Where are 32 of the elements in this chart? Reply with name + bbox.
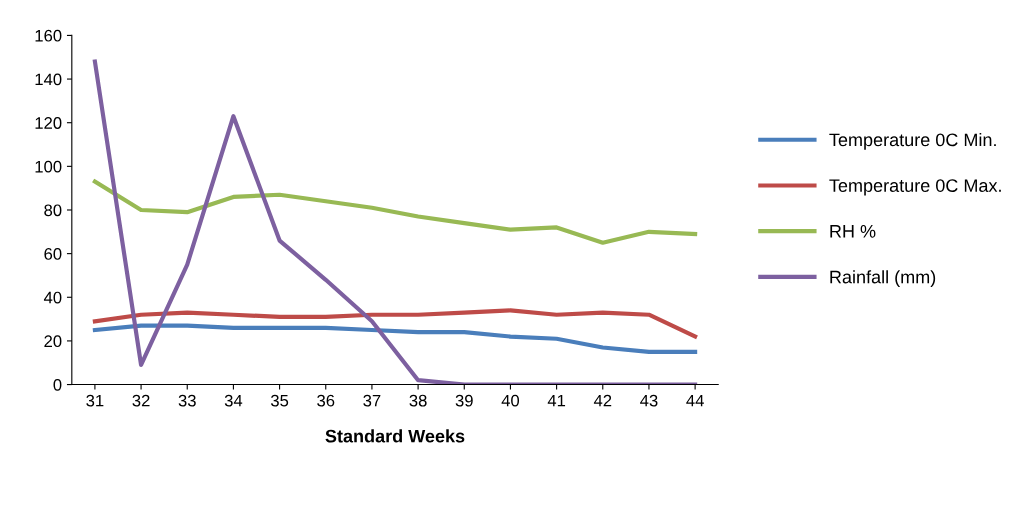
x-tick-label: 31	[86, 394, 104, 407]
x-tick-label: 37	[363, 394, 381, 407]
y-tick-label: 40	[43, 291, 62, 304]
y-tick-label: 60	[44, 248, 62, 260]
x-tick-label: 38	[409, 394, 427, 407]
x-tick-label: 42	[593, 394, 612, 407]
x-tick-label: 35	[270, 394, 289, 407]
y-tick-label: 0	[53, 378, 62, 391]
y-tick-label: 80	[44, 204, 62, 217]
legend-label: Temperature 0C Max.	[829, 179, 1001, 196]
y-tick-label: 160	[35, 29, 62, 42]
y-tick-label: 140	[35, 73, 62, 86]
x-tick-label: 44	[686, 394, 704, 407]
y-tick-label: 120	[35, 117, 62, 129]
legend-label: Rainfall (mm)	[830, 270, 936, 287]
x-tick-label: 32	[132, 394, 150, 407]
x-tick-label: 43	[640, 394, 658, 407]
x-tick-label: 41	[547, 394, 566, 407]
x-tick-label: 39	[455, 394, 473, 407]
legend-label: Temperature 0C Min.	[829, 132, 996, 150]
x-tick-label: 34	[224, 394, 243, 407]
x-tick-label: 36	[317, 394, 335, 407]
line-series	[92, 179, 698, 245]
x-tick-label: 40	[501, 394, 520, 407]
y-tick-label: 100	[35, 160, 62, 173]
line-series	[92, 308, 698, 339]
x-tick-label: 33	[178, 394, 196, 407]
line-series	[92, 323, 698, 354]
legend-label: RH %	[830, 224, 876, 238]
line-series	[92, 59, 698, 385]
x-axis-title: Standard Weeks	[325, 429, 465, 443]
y-tick-label: 20	[44, 335, 62, 348]
